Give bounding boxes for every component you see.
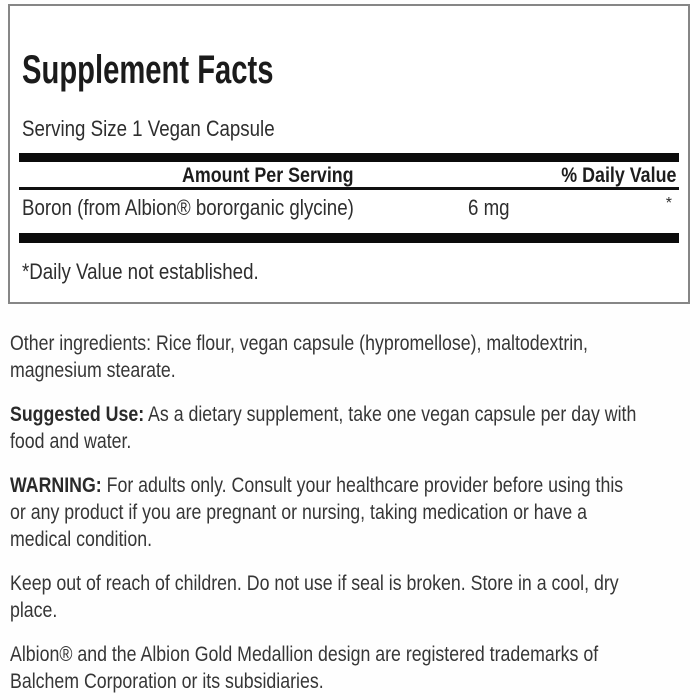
nutrient-amount: 6 mg xyxy=(468,195,510,220)
label-text-block: Other ingredients: Rice flour, vegan cap… xyxy=(10,330,694,700)
panel-title: Supplement Facts xyxy=(22,48,274,92)
thick-divider-bottom xyxy=(19,233,679,243)
suggested-use-label: Suggested Use: xyxy=(10,403,145,426)
warning-label: WARNING: xyxy=(10,474,102,497)
warning-text: For adults only. Consult your healthcare… xyxy=(10,474,624,551)
trademark-paragraph: Albion® and the Albion Gold Medallion de… xyxy=(10,641,694,695)
serving-size: Serving Size 1 Vegan Capsule xyxy=(22,116,275,141)
storage-paragraph: Keep out of reach of children. Do not us… xyxy=(10,570,694,624)
amount-per-serving-header: Amount Per Serving xyxy=(182,164,354,187)
thin-divider xyxy=(19,187,679,190)
other-ingredients-text: Other ingredients: Rice flour, vegan cap… xyxy=(10,332,588,382)
table-row: Boron (from Albion® bororganic glycine) 6… xyxy=(22,195,680,225)
storage-text: Keep out of reach of children. Do not us… xyxy=(10,572,619,622)
warning-paragraph: WARNING: For adults only. Consult your h… xyxy=(10,472,694,553)
daily-value-footnote: *Daily Value not established. xyxy=(22,259,259,284)
column-header-row: Amount Per Serving % Daily Value xyxy=(20,164,678,188)
supplement-facts-panel: Supplement Facts Serving Size 1 Vegan Ca… xyxy=(8,4,690,304)
suggested-use-paragraph: Suggested Use: As a dietary supplement, … xyxy=(10,401,694,455)
thick-divider-top xyxy=(19,153,679,162)
daily-value-header: % Daily Value xyxy=(560,164,676,187)
other-ingredients-paragraph: Other ingredients: Rice flour, vegan cap… xyxy=(10,330,694,384)
nutrient-daily-value: * xyxy=(665,195,672,212)
suggested-use-text: As a dietary supplement, take one vegan … xyxy=(10,403,637,453)
trademark-text: Albion® and the Albion Gold Medallion de… xyxy=(10,643,599,693)
nutrient-name: Boron (from Albion® bororganic glycine) xyxy=(22,195,354,220)
